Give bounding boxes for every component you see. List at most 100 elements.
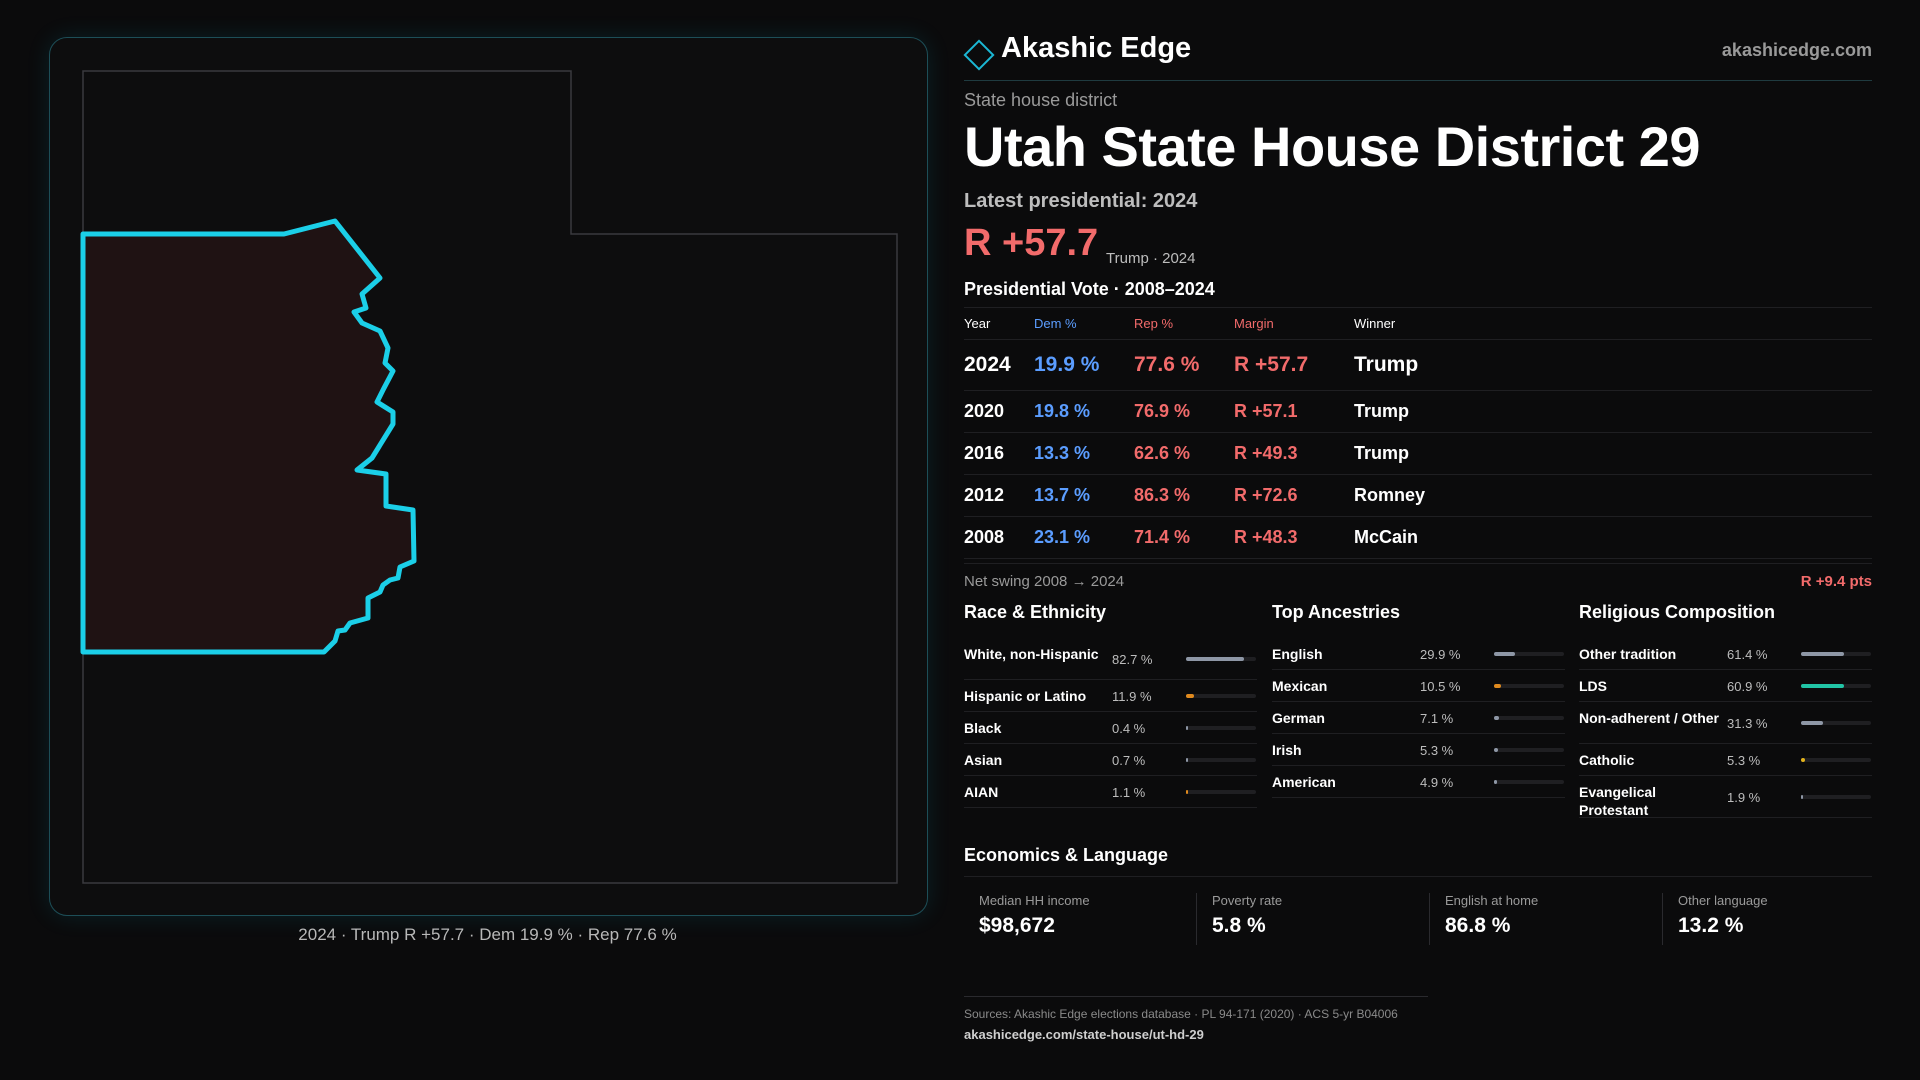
row-winner: Trump <box>1354 339 1872 391</box>
stat-row: Catholic 5.3 % <box>1579 744 1872 776</box>
brand-header: Akashic Edge akashicedge.com <box>963 30 1872 81</box>
stat-bar <box>1186 694 1256 698</box>
stat-row: Black 0.4 % <box>964 712 1257 744</box>
row-margin: R +48.3 <box>1234 516 1354 559</box>
row-margin: R +57.7 <box>1234 339 1354 391</box>
stat-label: Other tradition <box>1579 646 1677 662</box>
stat-row: White, non-Hispanic 82.7 % <box>964 638 1257 680</box>
econ-value: 86.8 % <box>1445 914 1511 937</box>
stat-label: German <box>1272 710 1325 726</box>
district-map-panel[interactable] <box>49 37 928 916</box>
econ-cell: English at home 86.8 % <box>1429 893 1655 945</box>
row-winner: Trump <box>1354 390 1872 433</box>
state-outline <box>82 70 898 884</box>
stat-label: American <box>1272 774 1336 790</box>
stat-value: 10.5 % <box>1420 679 1461 694</box>
economics-row: Median HH income $98,672 Poverty rate 5.… <box>964 876 1872 947</box>
row-dem: 23.1 % <box>1034 516 1134 559</box>
race-ethnicity-section: Race & Ethnicity White, non-Hispanic 82.… <box>964 602 1257 808</box>
presidential-vote-title: Presidential Vote · 2008–2024 <box>964 279 1215 299</box>
row-year: 2024 <box>964 339 1034 391</box>
stat-label: LDS <box>1579 678 1607 694</box>
stat-value: 0.7 % <box>1112 753 1146 768</box>
row-year: 2016 <box>964 432 1034 475</box>
econ-label: Other language <box>1678 893 1768 908</box>
stat-value: 31.3 % <box>1727 716 1768 731</box>
stat-row: Other tradition 61.4 % <box>1579 638 1872 670</box>
row-margin: R +72.6 <box>1234 474 1354 517</box>
econ-value: 5.8 % <box>1212 914 1266 937</box>
header-year: Year <box>964 307 1034 340</box>
table-row: 2008 23.1 % 71.4 % R +48.3 McCain <box>964 516 1872 559</box>
stat-label: Asian <box>964 752 1003 768</box>
presidential-vote-table: Year Dem % Rep % Margin Winner 2024 19.9… <box>964 307 1872 559</box>
stat-row: Non-adherent / Other 31.3 % <box>1579 702 1872 744</box>
table-row: 2024 19.9 % 77.6 % R +57.7 Trump <box>964 339 1872 391</box>
stat-row: Hispanic or Latino 11.9 % <box>964 680 1257 712</box>
net-swing-value: R +9.4 pts <box>1800 573 1872 590</box>
row-year: 2008 <box>964 516 1034 559</box>
stat-value: 7.1 % <box>1420 711 1454 726</box>
row-winner: McCain <box>1354 516 1872 559</box>
stat-value: 11.9 % <box>1112 689 1152 704</box>
stat-bar-fill <box>1801 721 1823 725</box>
stat-label: White, non-Hispanic <box>964 646 1099 662</box>
header-dem: Dem % <box>1034 307 1134 340</box>
district-map[interactable] <box>50 38 927 915</box>
stat-value: 5.3 % <box>1727 753 1761 768</box>
row-dem: 13.3 % <box>1034 432 1134 475</box>
stat-label: Black <box>964 720 1002 736</box>
stat-row: German 7.1 % <box>1272 702 1565 734</box>
page-title: Utah State House District 29 <box>964 115 1700 178</box>
table-header-row: Year Dem % Rep % Margin Winner <box>964 307 1872 340</box>
sources-url[interactable]: akashicedge.com/state-house/ut-hd-29 <box>964 1027 1204 1042</box>
district-shape[interactable] <box>80 218 417 655</box>
stat-row: American 4.9 % <box>1272 766 1565 798</box>
stat-row: LDS 60.9 % <box>1579 670 1872 702</box>
sources-footer: Sources: Akashic Edge elections database… <box>964 996 1428 1042</box>
row-margin: R +49.3 <box>1234 432 1354 475</box>
econ-label: Median HH income <box>979 893 1090 908</box>
stat-bar-fill <box>1494 780 1497 784</box>
row-year: 2020 <box>964 390 1034 433</box>
row-rep: 76.9 % <box>1134 390 1234 433</box>
stat-bar <box>1801 652 1871 656</box>
stat-value: 1.1 % <box>1112 785 1146 800</box>
stat-bar <box>1801 795 1871 799</box>
ancestries-section: Top Ancestries English 29.9 % Mexican 10… <box>1272 602 1565 798</box>
stat-bar <box>1186 790 1256 794</box>
map-caption: 2024 · Trump R +57.7 · Dem 19.9 % · Rep … <box>298 925 677 944</box>
stat-label: Mexican <box>1272 678 1328 694</box>
stat-bar <box>1801 684 1871 688</box>
stat-value: 29.9 % <box>1420 647 1461 662</box>
stat-row: English 29.9 % <box>1272 638 1565 670</box>
brand-url[interactable]: akashicedge.com <box>1721 40 1872 60</box>
stat-bar-fill <box>1801 795 1803 799</box>
stat-row: Asian 0.7 % <box>964 744 1257 776</box>
stat-bar-fill <box>1494 716 1499 720</box>
table-row: 2020 19.8 % 76.9 % R +57.1 Trump <box>964 390 1872 433</box>
econ-cell: Poverty rate 5.8 % <box>1196 893 1422 945</box>
brand-name[interactable]: Akashic Edge <box>1001 32 1192 64</box>
table-row: 2016 13.3 % 62.6 % R +49.3 Trump <box>964 432 1872 475</box>
stat-bar-fill <box>1494 684 1501 688</box>
stat-value: 5.3 % <box>1420 743 1454 758</box>
stat-bar <box>1186 726 1256 730</box>
econ-label: English at home <box>1445 893 1539 908</box>
econ-value: 13.2 % <box>1678 914 1744 937</box>
stat-bar-fill <box>1801 758 1805 762</box>
stat-bar <box>1801 721 1871 725</box>
stat-bar <box>1494 652 1564 656</box>
stat-label: Hispanic or Latino <box>964 688 1087 704</box>
stat-bar <box>1494 684 1564 688</box>
econ-cell: Median HH income $98,672 <box>964 893 1189 945</box>
econ-label: Poverty rate <box>1212 893 1283 908</box>
stat-row: AIAN 1.1 % <box>964 776 1257 808</box>
stat-value: 0.4 % <box>1112 721 1146 736</box>
net-swing-label: Net swing 2008 → 2024 <box>964 573 1125 590</box>
stat-row: Mexican 10.5 % <box>1272 670 1565 702</box>
net-swing-row: Net swing 2008 → 2024 R +9.4 pts <box>964 563 1872 598</box>
stat-bar-fill <box>1186 657 1244 661</box>
stat-label: Catholic <box>1579 752 1635 768</box>
religion-section: Religious Composition Other tradition 61… <box>1579 602 1872 818</box>
